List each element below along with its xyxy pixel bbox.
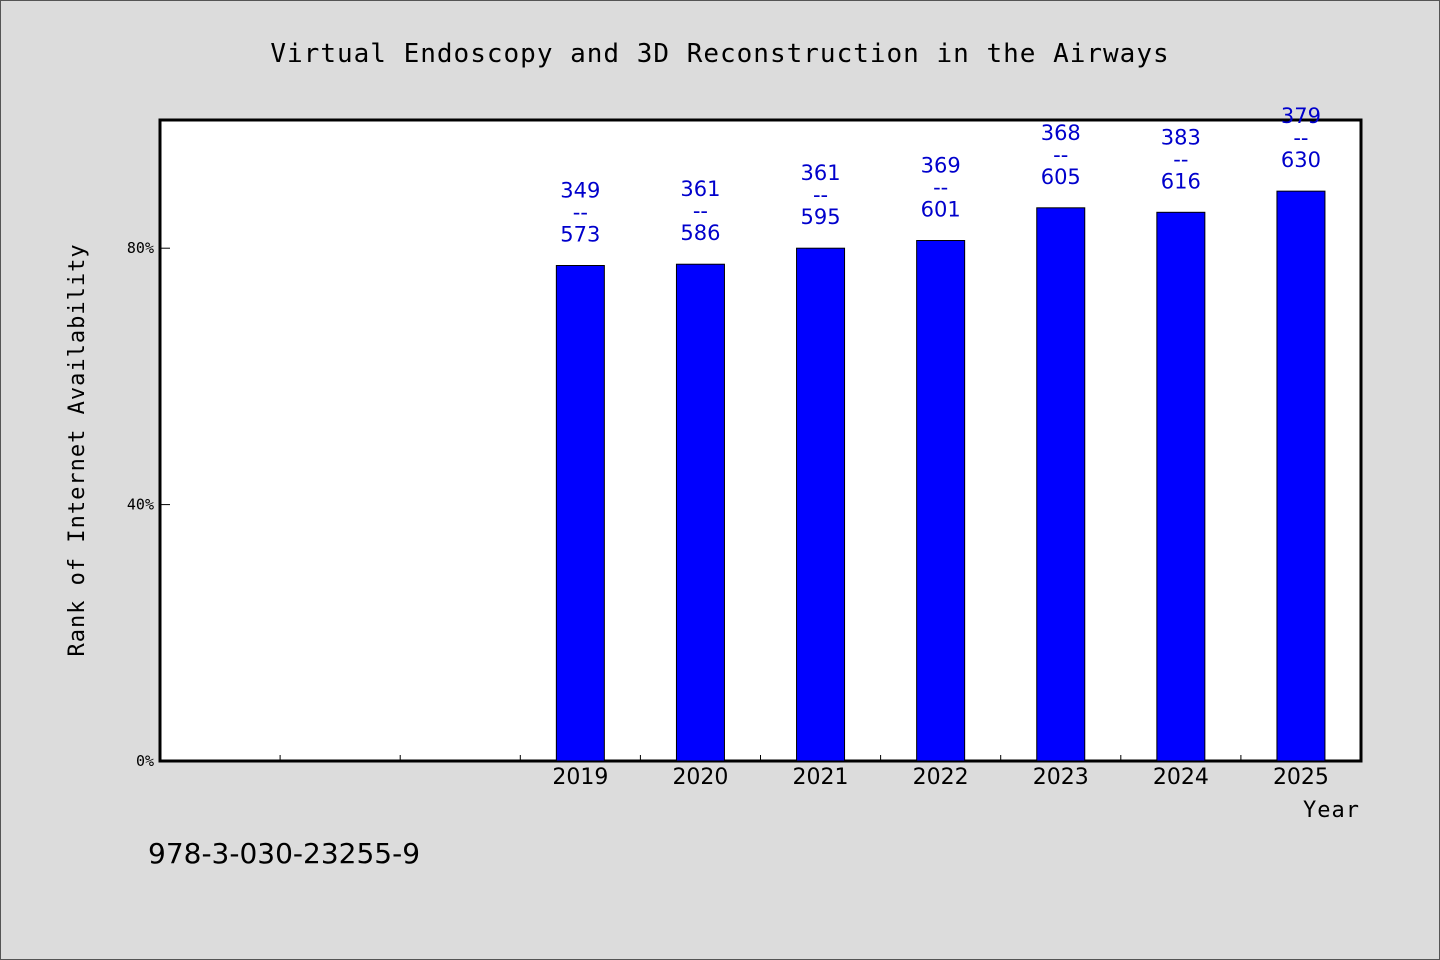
x-tick-label: 2024: [1153, 765, 1209, 790]
data-label: 616: [1161, 169, 1201, 193]
x-axis-label: Year: [1303, 798, 1360, 823]
data-label: --: [1053, 143, 1068, 167]
y-axis-ticks: 0% 40% 80%: [127, 239, 170, 770]
data-label: 383: [1161, 125, 1201, 149]
data-label: 361: [680, 177, 720, 201]
data-label: 349: [560, 179, 600, 203]
data-label: 369: [921, 154, 961, 178]
data-label: --: [933, 176, 948, 200]
y-tick-label: 0%: [136, 752, 154, 770]
x-tick-label: 2019: [552, 765, 608, 790]
footnote-isbn: 978-3-030-23255-9: [148, 837, 420, 870]
x-axis-ticks: [279, 755, 1242, 761]
bar-2022: [916, 240, 966, 762]
data-label: 601: [921, 198, 961, 222]
bar-2023: [1036, 207, 1086, 762]
bar-2024: [1156, 211, 1206, 762]
data-label: 573: [560, 223, 600, 247]
data-label: --: [1293, 126, 1308, 150]
y-tick-label: 40%: [127, 496, 154, 514]
bars: [555, 190, 1326, 762]
x-tick-label: 2022: [913, 765, 969, 790]
data-label: 605: [1041, 165, 1081, 189]
data-label: --: [1173, 147, 1188, 171]
x-tick-label: 2020: [672, 765, 728, 790]
bar-2021: [796, 247, 846, 762]
data-labels: 2019349--5732020361--5862021361--5952022…: [552, 104, 1329, 790]
data-label: 379: [1281, 104, 1321, 128]
data-label: 630: [1281, 148, 1321, 172]
x-tick-label: 2021: [793, 765, 849, 790]
data-label: --: [573, 201, 588, 225]
y-tick-label: 80%: [127, 239, 154, 257]
data-label: --: [813, 183, 828, 207]
data-label: 368: [1041, 121, 1081, 145]
bar-2019: [555, 265, 605, 762]
data-label: 361: [801, 161, 841, 185]
y-axis-label: Rank of Internet Availability: [65, 243, 90, 656]
chart-title: Virtual Endoscopy and 3D Reconstruction …: [270, 39, 1169, 69]
data-label: --: [693, 199, 708, 223]
bar-2025: [1276, 190, 1326, 762]
bar-2020: [675, 263, 725, 762]
x-tick-label: 2025: [1273, 765, 1329, 790]
x-tick-label: 2023: [1033, 765, 1089, 790]
data-label: 586: [680, 221, 720, 245]
data-label: 595: [801, 205, 841, 229]
